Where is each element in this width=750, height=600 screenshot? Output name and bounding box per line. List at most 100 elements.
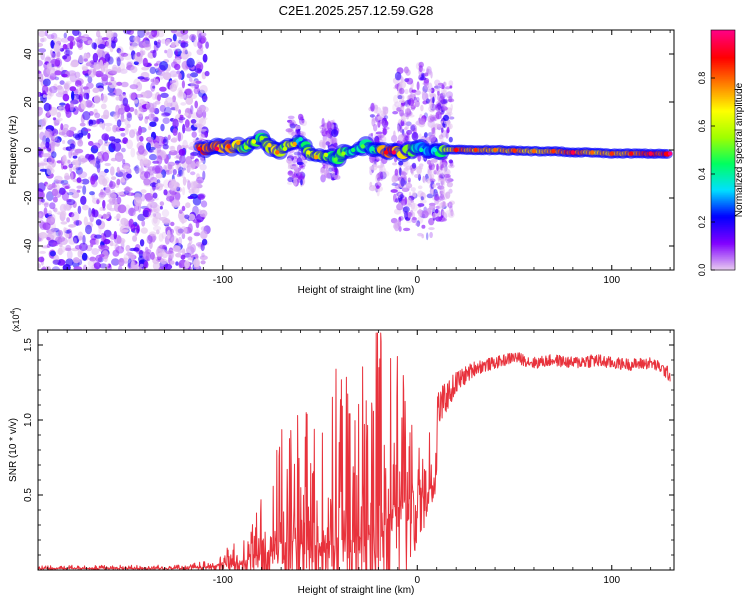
spectrogram-noise-blob [425, 98, 430, 104]
spectrogram-noise-blob [99, 207, 104, 211]
spectrogram-noise-blob [39, 162, 48, 166]
spectrogram-noise-blob [406, 95, 411, 101]
spectrogram-ridge-point [350, 147, 356, 153]
colorbar-segment [711, 70, 735, 73]
spectrogram-noise-blob [437, 185, 445, 190]
spectrogram-noise-blob [116, 119, 122, 127]
colorbar-segment [711, 52, 735, 55]
spectrogram-noise-blob [96, 49, 103, 58]
colorbar-segment [711, 74, 735, 77]
spectrogram-noise-blob [104, 162, 111, 167]
spectrogram-noise-blob [94, 112, 101, 119]
spectrogram-noise-blob [179, 114, 184, 119]
spectrogram-noise-blob [400, 172, 408, 176]
colorbar-segment [711, 122, 735, 125]
spectrogram-noise-blob [77, 139, 84, 147]
spectrogram-noise-blob [49, 91, 54, 97]
spectrogram-noise-blob [52, 196, 58, 203]
colorbar-segment [711, 34, 735, 37]
spectrogram-noise-blob [93, 61, 98, 72]
spectrogram-noise-blob [158, 233, 164, 242]
spectrogram-noise-blob [420, 196, 424, 201]
spectrogram-ylabel: Frequency (Hz) [8, 116, 19, 185]
spectrogram-noise-blob [46, 191, 54, 202]
spectrogram-noise-blob [92, 52, 99, 63]
spectrogram-noise-blob [109, 200, 118, 206]
spectrogram-noise-blob [64, 186, 70, 189]
spectrogram-noise-blob [441, 127, 444, 133]
spectrogram-noise-blob [410, 104, 416, 111]
spectrogram-noise-blob [399, 125, 403, 133]
spectrogram-noise-blob [140, 189, 147, 194]
spectrogram-noise-blob [42, 266, 47, 270]
spectrogram-noise-blob [376, 185, 380, 189]
spectrogram-noise-blob [101, 144, 106, 153]
spectrogram-noise-blob [118, 265, 123, 270]
spectrogram-noise-blob [396, 203, 404, 211]
colorbar-tick-label: 0.2 [697, 216, 707, 229]
colorbar-segment [711, 158, 735, 161]
spectrogram-noise-blob [426, 159, 432, 165]
spectrogram-noise-blob [152, 85, 156, 89]
spectrogram-x-ticks: -100 0 100 [47, 30, 671, 286]
spectrogram-noise-blob [47, 87, 53, 96]
spectrogram-noise-blob [136, 56, 143, 63]
spectrogram-noise-blob [69, 143, 76, 150]
spectrogram-noise-blob [437, 90, 440, 96]
spectrogram-noise-blob [38, 146, 42, 156]
spectrogram-noise-blob [122, 137, 129, 145]
spectrogram-noise-blob [428, 173, 435, 179]
spectrogram-noise-blob [186, 164, 191, 173]
spectrogram-noise-blob [376, 173, 383, 177]
spectrogram-noise-blob [400, 115, 406, 122]
x-tick-label: 0 [414, 275, 420, 286]
spectrogram-noise-blob [61, 127, 70, 138]
spectrogram-noise-blob [441, 84, 445, 89]
spectrogram-noise-blob [53, 83, 58, 91]
spectrogram-noise-blob [50, 53, 57, 59]
spectrogram-noise-blob [114, 216, 121, 220]
colorbar-segment [711, 190, 735, 193]
spectrogram-noise-blob [78, 54, 84, 64]
spectrogram-noise-blob [170, 145, 176, 153]
spectrogram-noise-blob [70, 172, 74, 181]
spectrogram-noise-blob [152, 204, 161, 214]
spectrogram-noise-blob [66, 250, 73, 260]
spectrogram-noise-blob [179, 154, 186, 164]
spectrogram-noise-blob [63, 32, 67, 39]
spectrogram-noise-blob [79, 91, 85, 96]
spectrogram-noise-blob [390, 189, 398, 193]
colorbar-segment [711, 114, 735, 117]
spectrogram-noise-blob [379, 171, 387, 180]
spectrogram-noise-blob [85, 62, 92, 67]
spectrogram-noise-blob [129, 92, 136, 101]
spectrogram-noise-blob [187, 242, 192, 250]
spectrogram-noise-blob [190, 181, 198, 191]
colorbar-segment [711, 116, 735, 119]
spectrogram-noise-blob [56, 111, 62, 118]
colorbar-tick-label: 0.4 [697, 168, 707, 181]
spectrogram-noise-blob [167, 134, 171, 140]
spectrogram-noise-blob [448, 211, 455, 219]
colorbar-segment [711, 60, 735, 63]
spectrogram-noise-blob [449, 85, 453, 89]
spectrogram-noise-blob [294, 166, 299, 174]
spectrogram-noise-blob [180, 42, 189, 48]
colorbar-segment [711, 160, 735, 163]
spectrogram-noise-blob [196, 30, 202, 39]
spectrogram-noise-blob [145, 102, 155, 111]
spectrogram-noise-blob [379, 163, 385, 172]
spectrogram-noise-blob [41, 37, 47, 42]
colorbar-segment [711, 232, 735, 235]
colorbar-segment [711, 106, 735, 109]
spectrogram-noise-blob [69, 102, 74, 112]
spectrogram-noise-blob [185, 144, 190, 149]
spectrogram-noise-blob [67, 192, 74, 196]
snr-xlabel: Height of straight line (km) [298, 585, 415, 596]
spectrogram-noise-blob [203, 131, 209, 138]
spectrogram-noise-blob [411, 211, 416, 218]
spectrogram-noise-blob [99, 59, 104, 69]
spectrogram-noise-blob [104, 186, 111, 193]
spectrogram-noise-blob [134, 164, 140, 175]
spectrogram-noise-blob [170, 236, 179, 245]
